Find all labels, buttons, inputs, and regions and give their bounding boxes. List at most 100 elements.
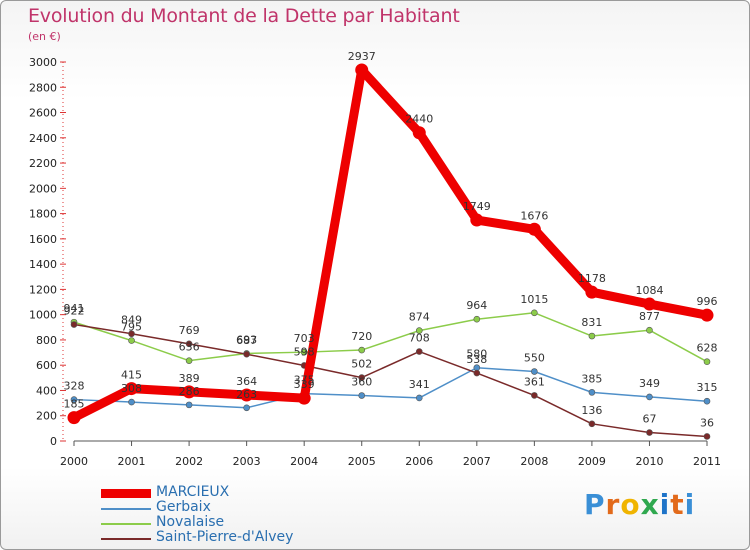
data-point (588, 420, 596, 428)
legend: MARCIEUX Gerbaix Novalaise Saint-Pierre-d'A… (101, 484, 361, 546)
data-label: 874 (409, 311, 430, 324)
data-label: 964 (466, 299, 487, 312)
y-tick-label: 600 (36, 359, 57, 372)
data-point (70, 396, 78, 403)
data-label: 341 (409, 378, 430, 391)
data-point (527, 222, 541, 236)
x-tick-label: 2002 (175, 455, 203, 468)
data-point (531, 368, 538, 375)
legend-swatch (101, 507, 151, 510)
data-point (588, 389, 596, 396)
data-label: 263 (236, 388, 257, 401)
data-label: 2440 (405, 113, 433, 126)
data-point (128, 337, 135, 344)
data-point (243, 404, 250, 412)
series-line-gerbaix (73, 366, 708, 409)
data-label: 308 (121, 382, 142, 395)
legend-item: Saint-Pierre-d'Alvey (101, 529, 361, 546)
data-label: 1015 (520, 293, 548, 306)
data-label: 1749 (463, 200, 491, 213)
data-point (70, 321, 78, 328)
logo-letter: i (684, 488, 696, 521)
data-label: 502 (351, 358, 372, 371)
data-label: 385 (581, 372, 602, 385)
data-label: 922 (64, 305, 85, 318)
chart-subtitle: (en €) (28, 30, 61, 43)
data-label: 877 (639, 310, 660, 323)
data-label: 415 (121, 369, 142, 382)
legend-item: Gerbaix (101, 499, 361, 516)
data-label: 720 (351, 330, 372, 343)
data-label: 1178 (578, 272, 606, 285)
data-label: 375 (294, 374, 315, 387)
data-label: 628 (697, 342, 718, 355)
y-tick-label: 2200 (29, 157, 57, 170)
data-point (185, 357, 193, 364)
data-label: 769 (179, 324, 200, 337)
data-point (646, 429, 653, 436)
series-line-novalaise (73, 312, 708, 363)
logo-letter: P (584, 488, 606, 521)
legend-swatch (101, 537, 151, 540)
data-point (473, 369, 481, 377)
x-tick-label: 2011 (693, 455, 721, 468)
data-label: 2937 (348, 50, 376, 63)
data-point (240, 388, 254, 402)
x-tick-label: 2004 (290, 455, 318, 468)
y-tick-label: 1600 (29, 233, 57, 246)
data-point (412, 126, 426, 140)
logo-letter: i (659, 488, 671, 521)
data-label: 185 (64, 398, 85, 411)
data-label: 636 (179, 341, 200, 354)
data-label: 389 (179, 372, 200, 385)
proxiti-logo: Proxiti (584, 488, 695, 521)
data-label: 538 (466, 353, 487, 366)
logo-letter: r (605, 488, 621, 521)
logo-letter: o (620, 488, 641, 521)
data-point (703, 433, 711, 440)
data-label: 364 (236, 375, 257, 388)
data-point (358, 346, 366, 354)
x-tick-label: 2000 (60, 455, 88, 468)
y-tick-label: 0 (50, 435, 57, 448)
data-point (703, 358, 711, 365)
y-tick-label: 1800 (29, 208, 57, 221)
legend-label: Saint-Pierre-d'Alvey (156, 529, 294, 545)
data-label: 703 (294, 332, 315, 345)
y-tick-label: 2800 (29, 81, 57, 94)
data-point (128, 398, 135, 406)
data-label: 328 (64, 380, 85, 393)
data-point (415, 327, 423, 334)
data-label: 708 (409, 332, 430, 345)
legend-swatch (101, 522, 151, 525)
data-label: 315 (697, 381, 718, 394)
data-label: 687 (236, 334, 257, 347)
data-label: 360 (351, 376, 372, 389)
data-label: 136 (581, 404, 602, 417)
x-tick-label: 2009 (578, 455, 606, 468)
data-point (67, 411, 81, 425)
data-label: 339 (294, 378, 315, 391)
legend-swatch (101, 489, 151, 498)
data-point (703, 397, 711, 405)
y-tick-label: 1200 (29, 283, 57, 296)
logo-letter: t (670, 488, 685, 521)
x-tick-label: 2010 (635, 455, 663, 468)
data-label: 1084 (635, 284, 663, 297)
data-point (415, 348, 423, 355)
series-line-marcieux (69, 65, 712, 423)
data-point (300, 348, 308, 356)
y-tick-label: 400 (36, 384, 57, 397)
y-tick-label: 1400 (29, 258, 57, 271)
data-point (473, 315, 481, 323)
data-point (358, 374, 366, 381)
data-point (470, 213, 484, 227)
data-point (128, 330, 135, 338)
x-tick-label: 2007 (463, 455, 491, 468)
data-label: 361 (524, 375, 545, 388)
data-label: 36 (700, 416, 714, 429)
data-point (185, 401, 193, 409)
y-tick-label: 800 (36, 334, 57, 347)
data-label: 831 (581, 316, 602, 329)
